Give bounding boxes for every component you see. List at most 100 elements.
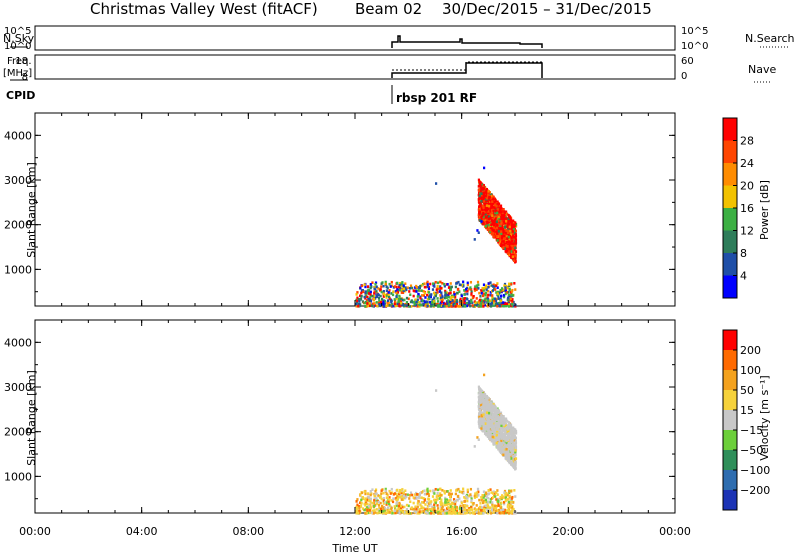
echo-cell — [490, 401, 493, 405]
echo-cell — [369, 490, 372, 493]
echo-cell — [359, 286, 362, 290]
echo-cell — [500, 212, 503, 216]
colorbar-swatch — [723, 350, 737, 370]
echo-cell — [402, 494, 406, 498]
echo-cell — [439, 504, 442, 508]
echo-cell — [443, 489, 446, 493]
echo-cell — [489, 434, 492, 437]
echo-cell — [493, 425, 497, 429]
echo-cell — [466, 488, 469, 492]
echo-cell — [512, 433, 515, 436]
echo-cell — [478, 398, 482, 402]
echo-cell — [365, 299, 369, 302]
echo-cell — [385, 285, 388, 289]
echo-cell — [509, 236, 512, 239]
echo-cell — [387, 301, 390, 305]
echo-cell — [421, 489, 425, 493]
echo-cell — [482, 413, 485, 416]
echo-cell — [495, 433, 498, 437]
echo-cell — [398, 491, 401, 494]
echo-cell — [420, 289, 423, 292]
echo-cell — [436, 498, 439, 501]
echo-cell — [494, 198, 497, 202]
echo-cell — [430, 293, 433, 296]
echo-cell — [432, 282, 435, 285]
echo-cell — [445, 296, 448, 300]
echo-cell — [502, 423, 505, 426]
echo-cell — [388, 496, 391, 499]
echo-cell — [468, 287, 471, 291]
echo-cell — [498, 304, 501, 308]
echo-cell — [388, 304, 391, 307]
echo-cell — [445, 501, 449, 505]
echo-cell — [365, 304, 368, 308]
echo-cell — [489, 435, 492, 439]
velocity-colorbar-tick-label: −15 — [740, 424, 763, 437]
echo-cell — [361, 496, 364, 499]
echo-cell — [416, 505, 419, 509]
echo-cell — [476, 301, 479, 304]
echo-cell — [507, 222, 510, 226]
echo-cell — [433, 498, 436, 502]
echo-cell — [469, 280, 473, 284]
echo-cell — [439, 503, 443, 506]
echo-cell — [482, 499, 486, 503]
echo-cell — [380, 282, 383, 285]
echo-cell — [510, 497, 514, 500]
echo-cell — [496, 409, 499, 413]
echo-cell — [412, 294, 415, 298]
echo-cell — [508, 494, 511, 498]
echo-cell — [504, 493, 507, 496]
y-tick-label: 2000 — [4, 426, 32, 439]
echo-cell — [508, 228, 511, 231]
echo-cell — [365, 511, 368, 515]
echo-cell — [355, 500, 358, 503]
echo-cell — [436, 491, 439, 495]
echo-cell — [414, 505, 417, 509]
echo-cell — [492, 415, 495, 418]
echo-cell — [457, 512, 461, 515]
echo-cell — [495, 210, 498, 213]
echo-cell — [497, 504, 500, 507]
echo-cell — [369, 283, 372, 286]
echo-cell — [487, 210, 490, 213]
echo-cell — [484, 224, 488, 228]
echo-cell — [358, 299, 361, 303]
echo-cell — [505, 442, 508, 445]
echo-cell — [508, 432, 511, 436]
echo-cell — [488, 409, 491, 413]
echo-cell — [503, 491, 506, 494]
echo-cell — [506, 432, 510, 436]
power-colorbar-tick-label: 4 — [740, 270, 747, 283]
echo-cell — [393, 304, 396, 308]
echo-cell — [446, 510, 449, 513]
echo-cell — [503, 222, 506, 226]
echo-cell — [514, 431, 518, 435]
echo-cell — [379, 294, 382, 298]
echo-cell — [493, 212, 496, 216]
echo-cell — [435, 292, 438, 296]
echo-cell — [374, 493, 377, 496]
echo-cell — [456, 288, 460, 291]
echo-cell — [500, 220, 503, 223]
echo-cell — [485, 202, 488, 206]
echo-cell — [494, 504, 497, 508]
echo-cell — [400, 496, 403, 499]
echo-cell — [364, 292, 367, 295]
echo-cell — [409, 284, 413, 288]
echo-cell — [444, 496, 447, 500]
echo-cell — [498, 227, 501, 230]
colorbar-swatch — [723, 430, 737, 450]
echo-cell — [509, 506, 512, 509]
echo-cell — [484, 208, 487, 211]
echo-cell — [484, 504, 487, 508]
echo-cell — [482, 407, 486, 410]
echo-cell — [399, 488, 402, 492]
echo-cell — [478, 204, 481, 208]
echo-cell — [506, 438, 510, 442]
echo-cell — [427, 501, 430, 505]
echo-cell — [386, 299, 390, 302]
echo-cell — [402, 287, 406, 291]
echo-cell — [492, 430, 495, 433]
